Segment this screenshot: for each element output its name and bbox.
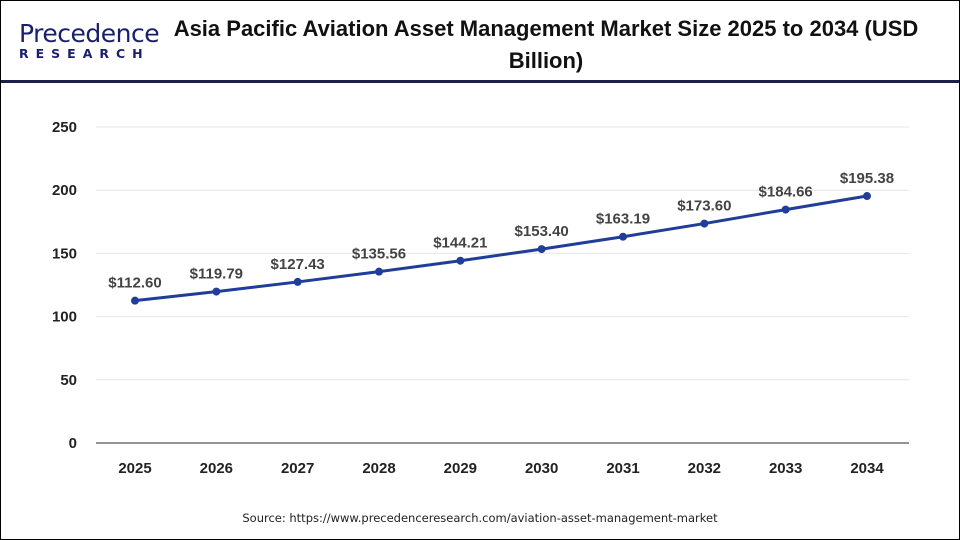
data-label: $135.56 — [352, 246, 406, 263]
data-label: $153.40 — [515, 223, 569, 240]
chart-title: Asia Pacific Aviation Asset Management M… — [173, 16, 919, 73]
data-label: $173.60 — [677, 198, 731, 215]
x-tick-label: 2028 — [362, 460, 395, 477]
logo-line1: Precedence — [19, 19, 160, 48]
data-point — [537, 245, 546, 254]
data-point — [619, 232, 627, 241]
data-point — [131, 296, 139, 305]
data-label: $127.43 — [271, 256, 325, 273]
data-point — [293, 277, 302, 286]
data-label: $163.19 — [596, 211, 650, 228]
x-tick-label: 2027 — [281, 460, 314, 477]
x-tick-label: 2026 — [200, 460, 233, 477]
logo-line2: RESEARCH — [19, 46, 150, 61]
data-label: $144.21 — [433, 235, 487, 252]
x-tick-label: 2031 — [606, 460, 639, 477]
data-label: $195.38 — [840, 170, 894, 187]
data-point — [456, 256, 465, 265]
data-point — [700, 219, 709, 228]
data-point — [781, 205, 790, 214]
data-point — [863, 192, 871, 201]
x-tick-label: 2032 — [688, 460, 721, 477]
source-note: Source: https://www.precedenceresearch.c… — [242, 511, 718, 525]
data-point — [212, 287, 221, 296]
data-point — [375, 267, 383, 276]
x-tick-label: 2034 — [850, 460, 884, 477]
data-label: $119.79 — [190, 266, 243, 283]
y-tick-label: 0 — [69, 435, 77, 452]
series-line — [134, 194, 868, 303]
y-tick-label: 50 — [60, 372, 77, 389]
x-tick-label: 2033 — [769, 460, 802, 477]
x-tick-label: 2025 — [118, 460, 151, 477]
y-tick-label: 250 — [52, 119, 77, 136]
data-label: $112.60 — [108, 275, 161, 292]
x-tick-label: 2029 — [444, 460, 477, 477]
header-divider — [1, 80, 959, 83]
y-tick-label: 100 — [52, 309, 77, 326]
data-label: $184.66 — [759, 184, 813, 201]
x-tick-label: 2030 — [525, 460, 558, 477]
logo: Precedence RESEARCH — [19, 19, 160, 61]
y-tick-label: 200 — [52, 182, 77, 199]
y-tick-label: 150 — [52, 245, 77, 262]
